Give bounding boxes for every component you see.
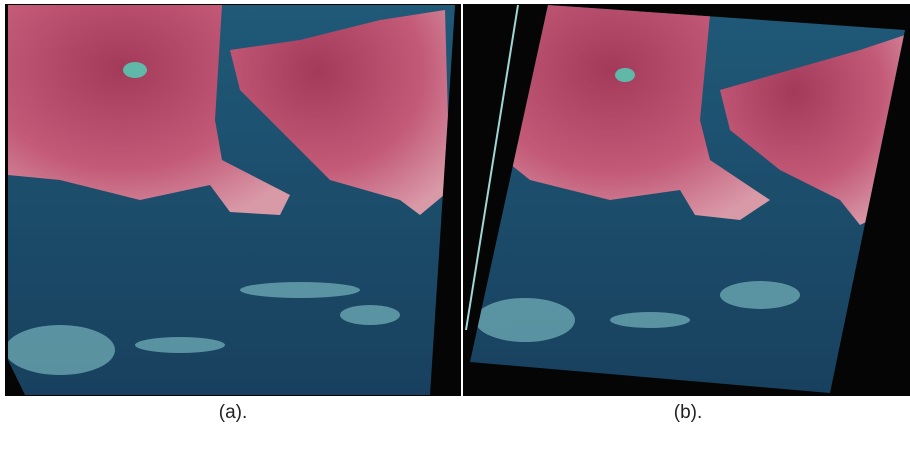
image-a [0, 0, 470, 400]
page: (a). (b). (() => { const data = JSON.par… [0, 0, 910, 457]
caption: (a). [219, 402, 248, 423]
image-b [460, 0, 910, 400]
figure: (a). (b). [0, 0, 910, 457]
caption: (b). [674, 402, 703, 423]
